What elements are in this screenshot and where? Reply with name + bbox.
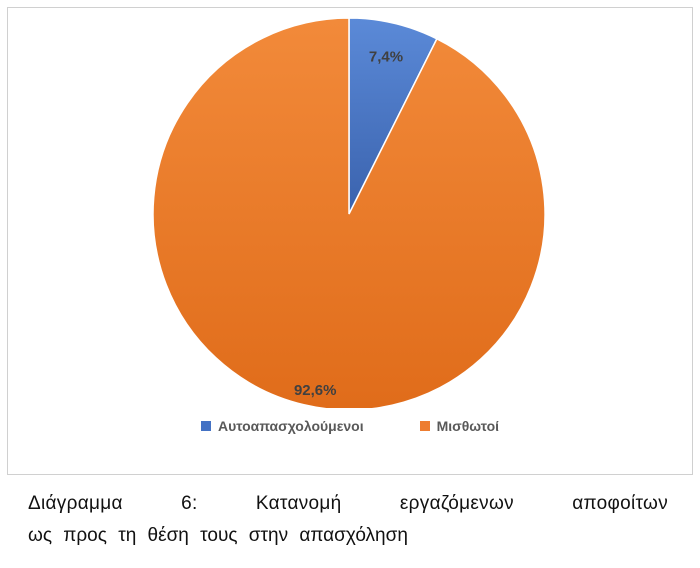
figure-caption: Διάγραμμα 6: Κατανομή εργαζόμενων αποφοί… (28, 488, 668, 552)
legend: Αυτοαπασχολούμενοι Μισθωτοί (8, 412, 692, 440)
pie-slices (152, 17, 546, 408)
legend-label-salaried: Μισθωτοί (436, 418, 500, 434)
legend-label-self-employed: Αυτοαπασχολούμενοι (217, 418, 364, 434)
legend-swatch-salaried (419, 421, 430, 431)
legend-swatch-self-employed (200, 421, 211, 431)
data-label-salaried: 92,6% (294, 382, 337, 399)
chart-frame: 7,4% 92,6% Αυτοαπασχολούμενοι Μισθωτοί (7, 7, 693, 475)
data-label-self-employed: 7,4% (369, 49, 403, 66)
pie-data-labels: 7,4% 92,6% (294, 49, 403, 400)
caption-line-1: Διάγραμμα 6: Κατανομή εργαζόμενων αποφοί… (28, 493, 668, 514)
pie-chart: 7,4% 92,6% (152, 17, 546, 408)
legend-item-self-employed: Αυτοαπασχολούμενοι (200, 418, 364, 434)
caption-line-2: ως προς τη θέση τους στην απασχόληση (28, 525, 408, 546)
legend-item-salaried: Μισθωτοί (419, 418, 500, 434)
pie-slice-salaried (152, 17, 546, 408)
